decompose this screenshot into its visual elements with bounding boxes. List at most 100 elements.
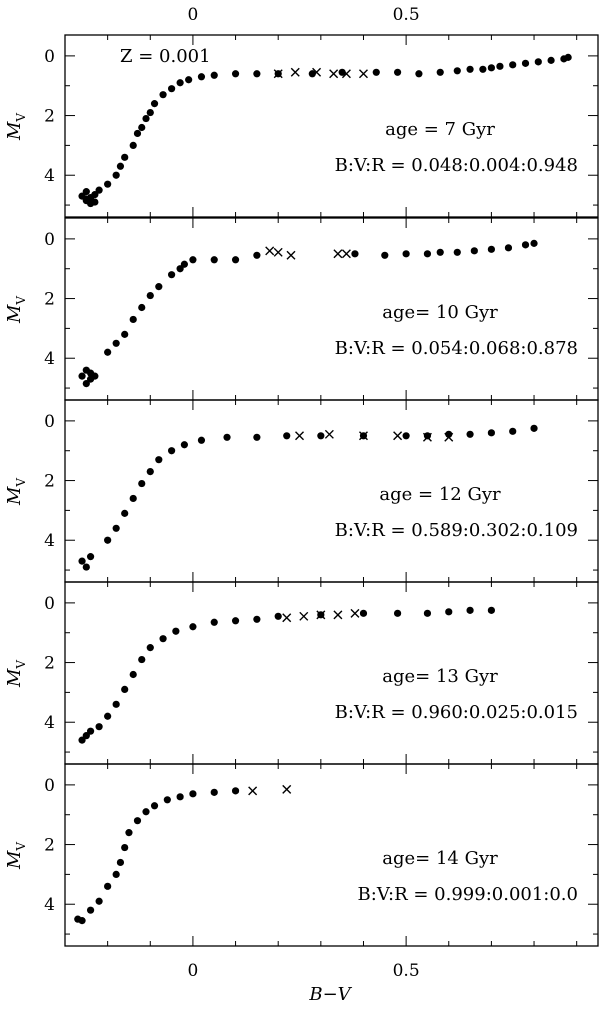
data-point — [138, 655, 146, 664]
cross-point — [329, 69, 339, 79]
data-point — [479, 65, 487, 73]
data-point — [168, 271, 176, 279]
data-point — [509, 427, 517, 435]
cross-point — [299, 611, 309, 621]
age-label: age = 7 Gyr — [385, 119, 495, 140]
panel-frame — [64, 581, 599, 765]
data-point — [176, 793, 184, 801]
data-point — [138, 303, 146, 312]
data-point — [104, 882, 112, 890]
cross-point — [273, 69, 283, 79]
data-point — [78, 557, 86, 565]
data-point — [112, 870, 120, 878]
data-point — [466, 430, 474, 438]
data-point — [402, 432, 410, 440]
data-point — [189, 790, 197, 798]
data-point — [210, 71, 218, 79]
data-point — [155, 456, 163, 464]
cross-stroke — [422, 432, 432, 442]
data-point — [372, 68, 380, 76]
y-tick-label: 2 — [44, 836, 55, 856]
data-point — [359, 609, 368, 617]
data-point — [393, 609, 402, 617]
data-point — [82, 563, 90, 571]
data-point — [176, 265, 184, 273]
data-point — [146, 108, 154, 117]
data-point — [112, 700, 120, 708]
data-point — [121, 153, 129, 161]
data-point — [91, 198, 99, 206]
panel-frame — [64, 399, 599, 583]
data-point — [121, 685, 129, 694]
data-point — [146, 468, 154, 476]
data-point — [168, 447, 176, 455]
data-point — [155, 283, 163, 291]
cross-stroke — [444, 432, 454, 442]
data-point — [253, 615, 261, 623]
cross-stroke — [286, 250, 296, 260]
panel-1: 0 2 4 MV age = 7 Gyr B:V:R = 0.048:0.004:0.94… — [4, 5, 599, 218]
ratio-label: B:V:R = 0.999:0.001:0.0 — [358, 884, 578, 905]
data-point — [86, 906, 95, 914]
age-label: age = 12 Gyr — [379, 484, 501, 505]
data-point — [487, 245, 495, 253]
data-point — [210, 788, 218, 796]
y-axis-label: MV — [4, 842, 28, 870]
cross-point — [341, 249, 351, 259]
cross-stroke — [265, 246, 275, 256]
cross-stroke — [273, 69, 283, 79]
data-point — [185, 76, 193, 84]
age-label: age= 13 Gyr — [382, 666, 498, 687]
data-point — [95, 186, 103, 194]
data-point — [133, 817, 142, 825]
data-point — [210, 618, 218, 626]
ratio-label: B:V:R = 0.960:0.025:0.015 — [335, 702, 578, 723]
y-axis-label: MV — [4, 660, 28, 688]
data-point — [466, 65, 474, 73]
data-point — [534, 58, 542, 66]
panel-frame — [64, 34, 599, 218]
data-point — [423, 250, 432, 258]
panel-3: 0 2 4 MV age = 12 Gyr B:V:R = 0.589:0.302:0.1… — [4, 399, 599, 583]
data-point — [466, 606, 474, 614]
data-point — [104, 348, 112, 356]
y-tick-label: 0 — [44, 776, 55, 796]
ratio-label: B:V:R = 0.054:0.068:0.878 — [335, 338, 578, 359]
cross-stroke — [333, 610, 343, 620]
panel-4: 0 2 4 MV age= 13 Gyr B:V:R = 0.960:0.025:0.01… — [4, 581, 599, 765]
data-point — [317, 432, 325, 440]
data-point — [283, 432, 291, 440]
data-point — [197, 73, 206, 81]
data-point — [547, 56, 555, 64]
data-point — [116, 162, 125, 170]
data-point — [129, 670, 137, 679]
data-point — [133, 129, 142, 138]
data-point — [253, 251, 261, 259]
data-point — [159, 91, 167, 99]
data-point — [95, 897, 103, 905]
cross-point — [393, 431, 403, 441]
y-axis-label: MV — [4, 296, 28, 324]
data-point — [253, 433, 261, 441]
y-tick-label: 4 — [44, 166, 55, 186]
data-point — [530, 424, 538, 432]
data-point — [381, 251, 389, 259]
cross-stroke — [282, 784, 292, 794]
data-point — [95, 723, 103, 731]
data-point — [121, 330, 129, 338]
y-tick-label: 4 — [44, 349, 55, 369]
data-point — [253, 70, 261, 78]
data-point — [78, 372, 86, 380]
x-axis-label: B−V — [308, 984, 352, 1005]
data-point — [530, 239, 538, 247]
cross-stroke — [312, 67, 322, 77]
cross-point — [286, 250, 296, 260]
data-point — [197, 436, 206, 444]
data-point — [121, 509, 129, 517]
y-tick-label: 0 — [44, 594, 55, 614]
data-point — [393, 68, 402, 76]
data-point — [82, 732, 90, 740]
cross-stroke — [248, 786, 258, 796]
data-point — [172, 627, 180, 635]
cross-stroke — [295, 431, 305, 441]
